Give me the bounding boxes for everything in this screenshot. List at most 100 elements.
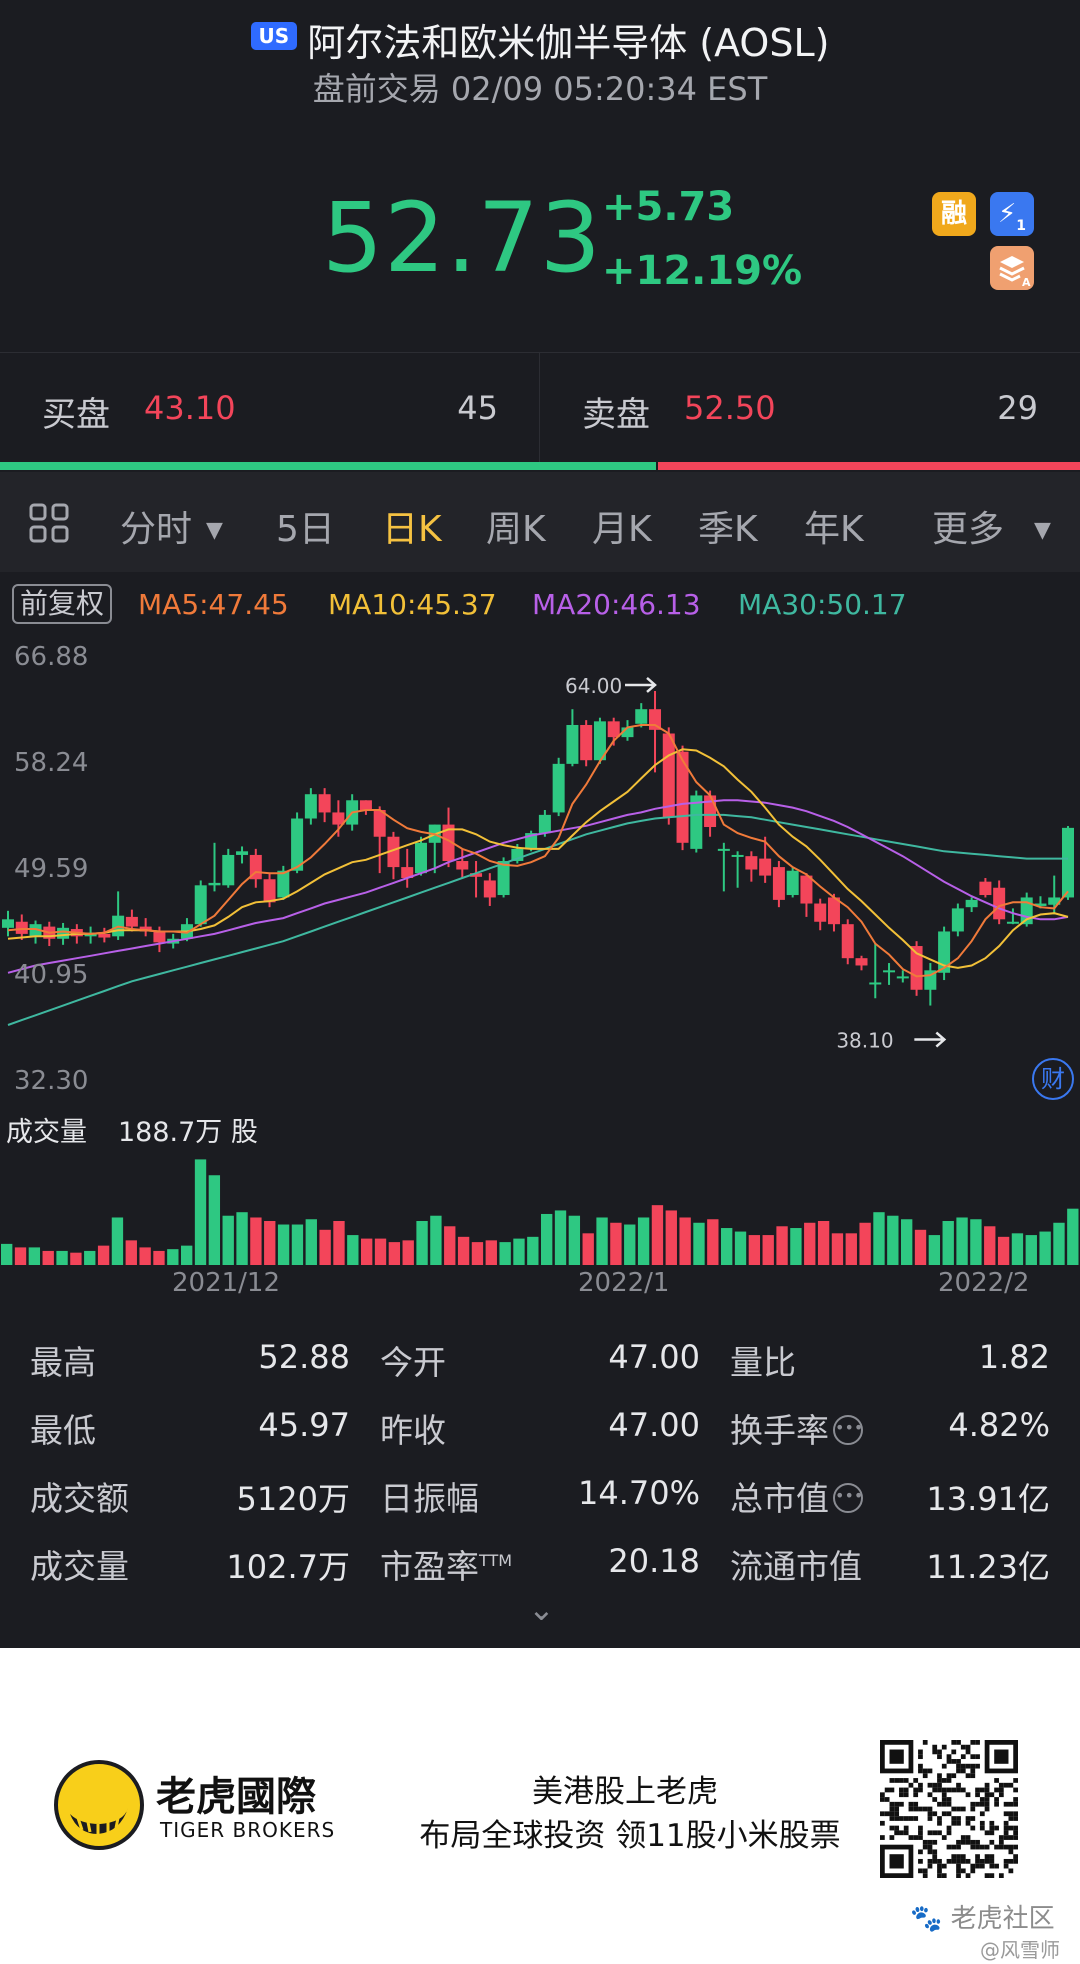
candle-body xyxy=(580,724,593,761)
bid-label: 买盘 xyxy=(42,395,110,435)
volume-bar xyxy=(70,1252,82,1265)
candle-body xyxy=(635,709,648,724)
bid-side: 买盘 43.10 45 xyxy=(0,353,540,463)
volume-bar xyxy=(914,1229,927,1265)
volume-bar xyxy=(776,1226,788,1265)
volume-bar xyxy=(1053,1222,1065,1265)
low-arrow-icon xyxy=(914,1031,947,1048)
x-tick-label: 2021/12 xyxy=(172,1268,281,1298)
price-adjust-button[interactable]: 前复权 xyxy=(12,584,113,624)
volume-bar xyxy=(97,1245,110,1265)
candle-body xyxy=(98,933,111,938)
candle-body xyxy=(139,926,152,932)
low-annotation-label: 38.10 xyxy=(836,1029,893,1053)
lightning-symbol: ⚡ xyxy=(997,199,1017,229)
tab-quarterly-k[interactable]: 季K xyxy=(698,509,758,550)
expand-chevron-icon[interactable]: ⌄ xyxy=(528,1590,555,1628)
volume-bar xyxy=(527,1236,539,1265)
volume-bar xyxy=(859,1222,871,1265)
stat-amount-label: 成交额 xyxy=(30,1479,129,1518)
candlestick-svg: 64.00 38.10 xyxy=(2,674,1074,1053)
tab-more[interactable]: 更多 ▼ xyxy=(932,500,1051,552)
candle-body xyxy=(291,818,304,871)
volume-bar xyxy=(250,1217,262,1265)
margin-badge[interactable]: 融 xyxy=(932,192,976,236)
y-tick-label: 40.95 xyxy=(14,960,89,990)
candle-body xyxy=(827,897,840,925)
candle-body xyxy=(442,824,455,862)
tab-daily-k[interactable]: 日K xyxy=(382,509,442,550)
x-tick-label: 2022/2 xyxy=(938,1268,1030,1298)
volume-bar xyxy=(319,1229,331,1265)
tab-intraday[interactable]: 分时 ▼ xyxy=(120,500,223,552)
stat-float-cap-value: 11.23亿 xyxy=(926,1548,1050,1586)
volume-bar xyxy=(721,1228,733,1265)
volume-bar xyxy=(499,1242,511,1265)
candle-body xyxy=(497,861,510,896)
bid-price: 43.10 xyxy=(144,389,236,427)
volume-bar xyxy=(624,1224,636,1265)
more-info-icon[interactable]: ••• xyxy=(833,1414,863,1445)
candle-body xyxy=(814,903,827,922)
stat-market-cap-text: 总市值 xyxy=(730,1479,829,1518)
grid-icon[interactable] xyxy=(28,502,70,544)
candlestick-chart[interactable]: 64.00 38.10 xyxy=(0,630,1080,1096)
candle-body xyxy=(800,875,813,904)
tab-monthly-k[interactable]: 月K xyxy=(592,509,652,550)
stat-high-label: 最高 xyxy=(30,1343,96,1382)
period-tabs: 分时 ▼ 5日 日K 周K 月K 季K 年K 更多 ▼ xyxy=(0,472,1080,572)
layers-icon[interactable]: A xyxy=(990,246,1034,290)
level1-lightning-icon[interactable]: ⚡1 xyxy=(990,192,1034,236)
candle-body xyxy=(359,800,372,811)
candle-body xyxy=(414,842,427,874)
ma10-value: MA10:45.37 xyxy=(328,588,497,621)
candle-body xyxy=(304,794,317,819)
stat-amplitude-value: 14.70% xyxy=(577,1474,700,1512)
order-book[interactable]: 买盘 43.10 45 卖盘 52.50 29 xyxy=(0,352,1080,463)
financials-icon[interactable]: 财 xyxy=(1032,1058,1074,1100)
stat-float-cap-label: 流通市值 xyxy=(730,1547,862,1586)
bid-ask-ratio-bar xyxy=(0,462,1080,470)
candle-body xyxy=(896,976,909,979)
candle-body xyxy=(373,810,386,837)
tab-intraday-label: 分时 xyxy=(120,509,193,550)
y-tick-label: 32.30 xyxy=(14,1066,89,1096)
volume-bar xyxy=(139,1247,151,1265)
volume-bar xyxy=(444,1226,456,1265)
volume-bar xyxy=(347,1235,359,1265)
stat-low-value: 45.97 xyxy=(258,1406,350,1444)
volume-chart[interactable] xyxy=(0,1150,1080,1265)
stat-high-value: 52.88 xyxy=(258,1338,350,1376)
more-info-icon[interactable]: ••• xyxy=(833,1482,863,1513)
quote-header: US 阿尔法和欧米伽半导体 (AOSL) 盘前交易 02/09 05:20:34 … xyxy=(0,0,1080,352)
candle-body xyxy=(222,854,235,886)
candle-body xyxy=(772,867,785,900)
volume-bar xyxy=(541,1213,553,1265)
volume-bar xyxy=(181,1245,193,1265)
tab-yearly-k[interactable]: 年K xyxy=(804,509,864,550)
candle-body xyxy=(621,727,634,738)
volume-value: 188.7万 股 xyxy=(118,1117,258,1148)
tab-5day[interactable]: 5日 xyxy=(276,509,335,550)
stats-grid: 最高 52.88 今开 47.00 量比 1.82 最低 45.97 昨收 47… xyxy=(0,1320,1080,1650)
tab-weekly-k[interactable]: 周K xyxy=(486,509,546,550)
candle-body xyxy=(883,970,896,973)
stat-market-cap-label: 总市值 ••• xyxy=(730,1472,863,1520)
stat-market-cap-value: 13.91亿 xyxy=(926,1480,1050,1518)
volume-bar xyxy=(194,1159,207,1265)
volume-bar xyxy=(610,1222,622,1265)
stat-volume-value: 102.7万 xyxy=(226,1548,350,1586)
volume-bar xyxy=(485,1240,497,1265)
volume-bar xyxy=(1,1243,13,1265)
stat-prev-close-label: 昨收 xyxy=(380,1411,446,1450)
volume-bar xyxy=(333,1221,345,1265)
volume-bar xyxy=(56,1250,68,1265)
promo-footer[interactable]: 老虎國際 TIGER BROKERS 美港股上老虎 布局全球投资 领11股小米股… xyxy=(0,1648,1080,1964)
volume-bar xyxy=(1067,1208,1079,1265)
candle-body xyxy=(910,946,923,990)
candle-body xyxy=(607,721,620,738)
ask-price: 52.50 xyxy=(684,389,776,427)
candle-body xyxy=(717,848,730,851)
lightning-sub: 1 xyxy=(1016,218,1026,234)
watermark-author: @风雪师 xyxy=(980,1938,1060,1962)
